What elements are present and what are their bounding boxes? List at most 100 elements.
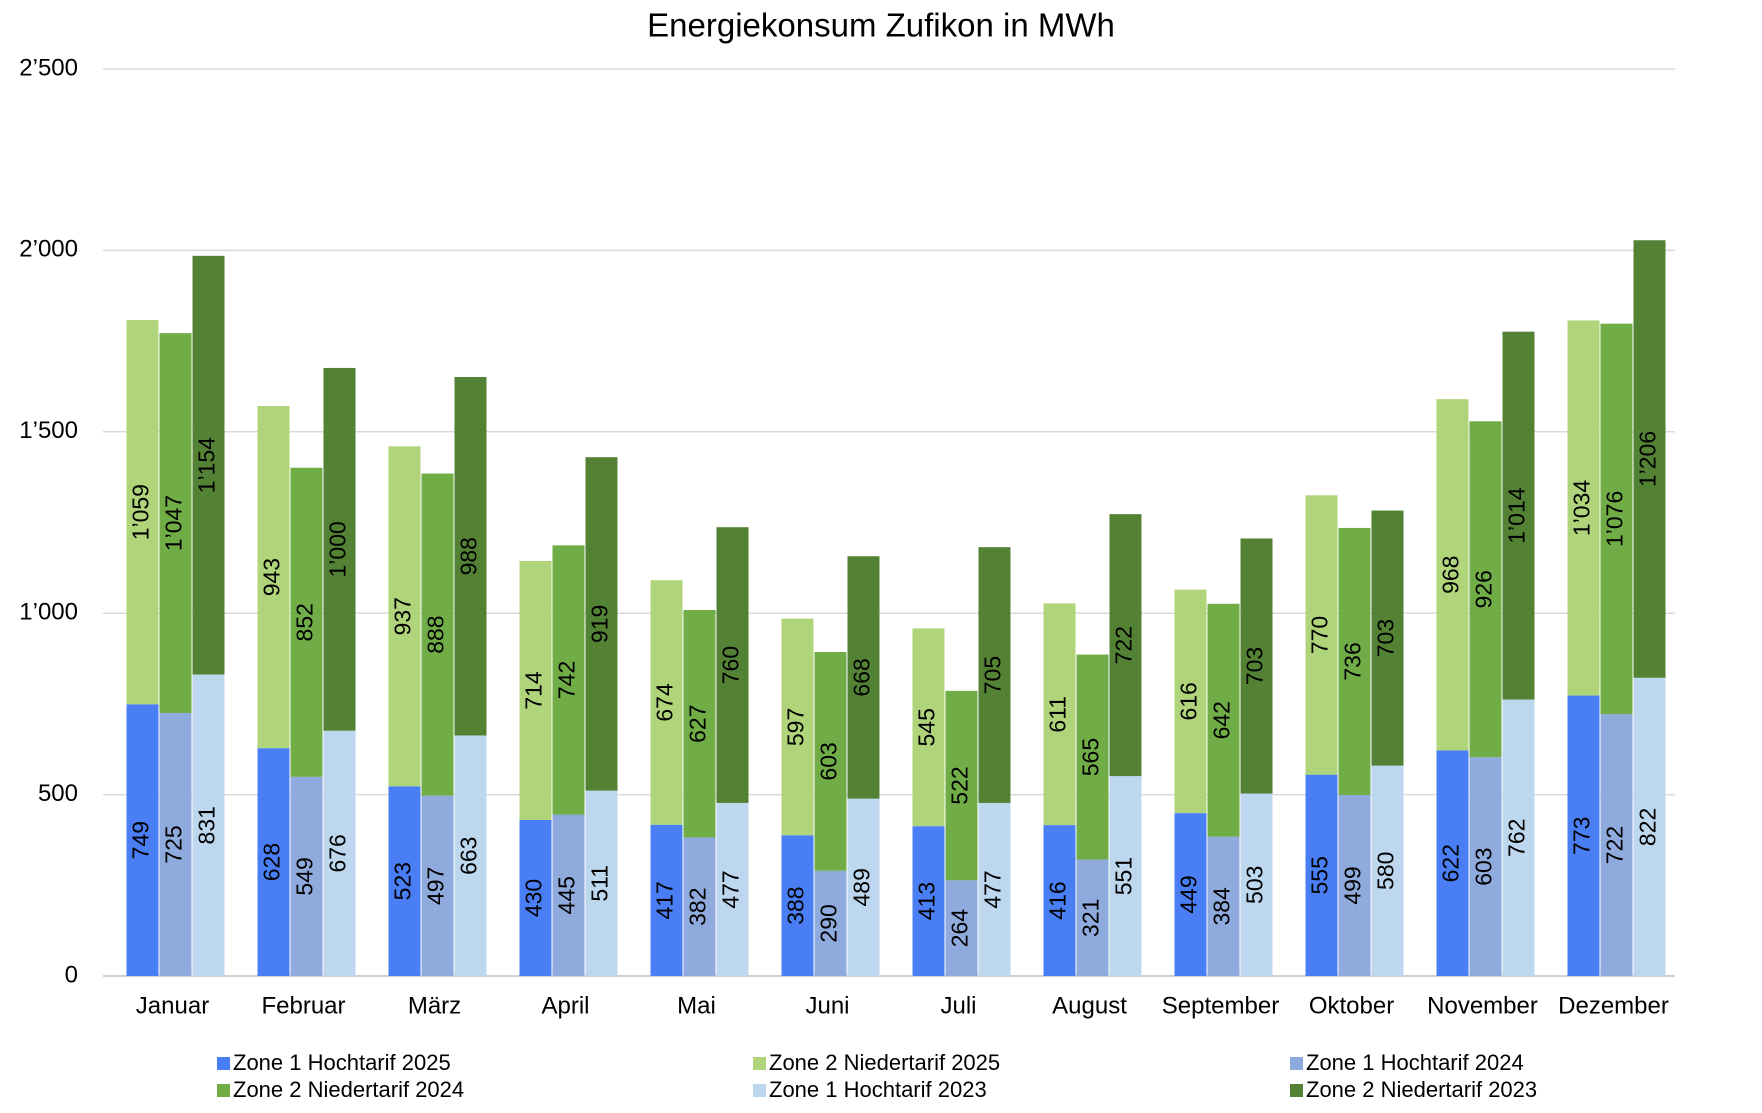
bar-segment — [192, 674, 225, 976]
legend-label: Zone 1 Hochtarif 2023 — [769, 1077, 987, 1102]
bar-segment — [1371, 765, 1404, 976]
bar-segment — [1305, 495, 1338, 775]
bar-segment — [1207, 836, 1240, 976]
data-label: 489 — [849, 868, 875, 906]
legend-label: Zone 1 Hochtarif 2024 — [1306, 1050, 1524, 1075]
data-label: 943 — [259, 558, 285, 596]
y-tick-label: 1’000 — [19, 599, 78, 626]
bar-segment — [1436, 750, 1469, 976]
data-label: 742 — [554, 661, 580, 699]
data-label: 749 — [128, 821, 154, 859]
legend-swatch — [753, 1057, 766, 1070]
bar-segment — [912, 826, 945, 976]
bar-segment — [1502, 699, 1535, 976]
data-label: 477 — [718, 870, 744, 908]
data-label: 388 — [783, 886, 809, 924]
y-tick-label: 2’000 — [19, 236, 78, 263]
bar-segment — [1174, 813, 1207, 976]
bar-segment — [388, 786, 421, 976]
bar-segment — [585, 790, 618, 976]
data-label: 1’034 — [1569, 480, 1595, 536]
bar-segment — [1469, 757, 1502, 976]
data-label: 1’059 — [128, 484, 154, 540]
data-label: 674 — [652, 683, 678, 722]
legend-swatch — [1290, 1057, 1303, 1070]
data-label: 888 — [423, 615, 449, 653]
data-label: 611 — [1045, 696, 1071, 733]
bar-segment — [1076, 859, 1109, 976]
data-label: 988 — [456, 537, 482, 575]
x-tick-label: Juli — [940, 992, 976, 1019]
bar-segment — [683, 837, 716, 976]
data-label: 1’076 — [1602, 491, 1628, 547]
data-label: 597 — [783, 708, 809, 746]
data-label: 321 — [1078, 899, 1104, 937]
legend-label: Zone 2 Niedertarif 2023 — [1306, 1077, 1537, 1102]
data-label: 477 — [980, 870, 1006, 908]
data-label: 668 — [849, 658, 875, 696]
bar-segment — [683, 609, 716, 838]
data-label: 705 — [980, 656, 1006, 694]
bar-segment — [1207, 603, 1240, 837]
legend-swatch — [1290, 1084, 1303, 1097]
bar-segment — [421, 473, 454, 796]
x-tick-label: Mai — [677, 992, 716, 1019]
data-label: 382 — [685, 888, 711, 926]
data-label: 722 — [1602, 826, 1628, 864]
bar-segment — [290, 776, 323, 976]
data-label: 937 — [390, 597, 416, 635]
bar-segment — [519, 560, 552, 820]
data-label: 264 — [947, 909, 973, 948]
data-label: 822 — [1635, 808, 1661, 846]
bar-segment — [159, 712, 192, 976]
bar-segment — [650, 824, 683, 976]
data-label: 449 — [1176, 875, 1202, 913]
data-label: 968 — [1438, 556, 1464, 594]
bar-segment — [1469, 421, 1502, 758]
bar-segment — [552, 545, 585, 815]
data-label: 642 — [1209, 701, 1235, 739]
x-tick-label: Januar — [136, 992, 209, 1019]
chart-title: Energiekonsum Zufikon in MWh — [647, 7, 1115, 44]
bar-segment — [814, 652, 847, 871]
data-label: 549 — [292, 857, 318, 895]
data-label: 565 — [1078, 738, 1104, 776]
bar-segment — [1633, 677, 1666, 976]
bar-segment — [716, 527, 749, 803]
bar-segment — [716, 802, 749, 976]
bar-segment — [1600, 323, 1633, 715]
bar-segment — [781, 835, 814, 976]
data-label: 1’047 — [161, 495, 187, 551]
data-label: 603 — [1471, 847, 1497, 885]
bar-segment — [290, 467, 323, 777]
bar-segment — [585, 457, 618, 791]
legend-swatch — [217, 1057, 230, 1070]
bar-segment — [1436, 399, 1469, 751]
y-tick-label: 500 — [38, 780, 78, 807]
bar-segment — [1567, 695, 1600, 976]
data-label: 497 — [423, 867, 449, 905]
data-label: 445 — [554, 876, 580, 914]
bar-segment — [126, 320, 159, 705]
bar-segment — [1600, 714, 1633, 976]
x-tick-label: April — [541, 992, 589, 1019]
data-label: 722 — [1111, 626, 1137, 664]
bar-segment — [978, 802, 1011, 976]
data-label: 290 — [816, 904, 842, 942]
data-label: 1’014 — [1504, 487, 1530, 543]
data-label: 551 — [1111, 857, 1137, 895]
data-label: 1’206 — [1635, 431, 1661, 487]
y-tick-label: 0 — [65, 961, 78, 988]
data-label: 627 — [685, 704, 711, 742]
bar-segment — [1109, 514, 1142, 777]
bar-segment — [781, 618, 814, 836]
data-label: 703 — [1373, 619, 1399, 657]
x-tick-label: November — [1427, 992, 1538, 1019]
data-label: 762 — [1504, 819, 1530, 857]
legend-swatch — [217, 1084, 230, 1097]
legend-label: Zone 2 Niedertarif 2024 — [233, 1077, 464, 1102]
data-label: 511 — [587, 865, 613, 902]
bar-segment — [454, 735, 487, 976]
bar-segment — [945, 880, 978, 976]
data-label: 417 — [652, 881, 678, 919]
